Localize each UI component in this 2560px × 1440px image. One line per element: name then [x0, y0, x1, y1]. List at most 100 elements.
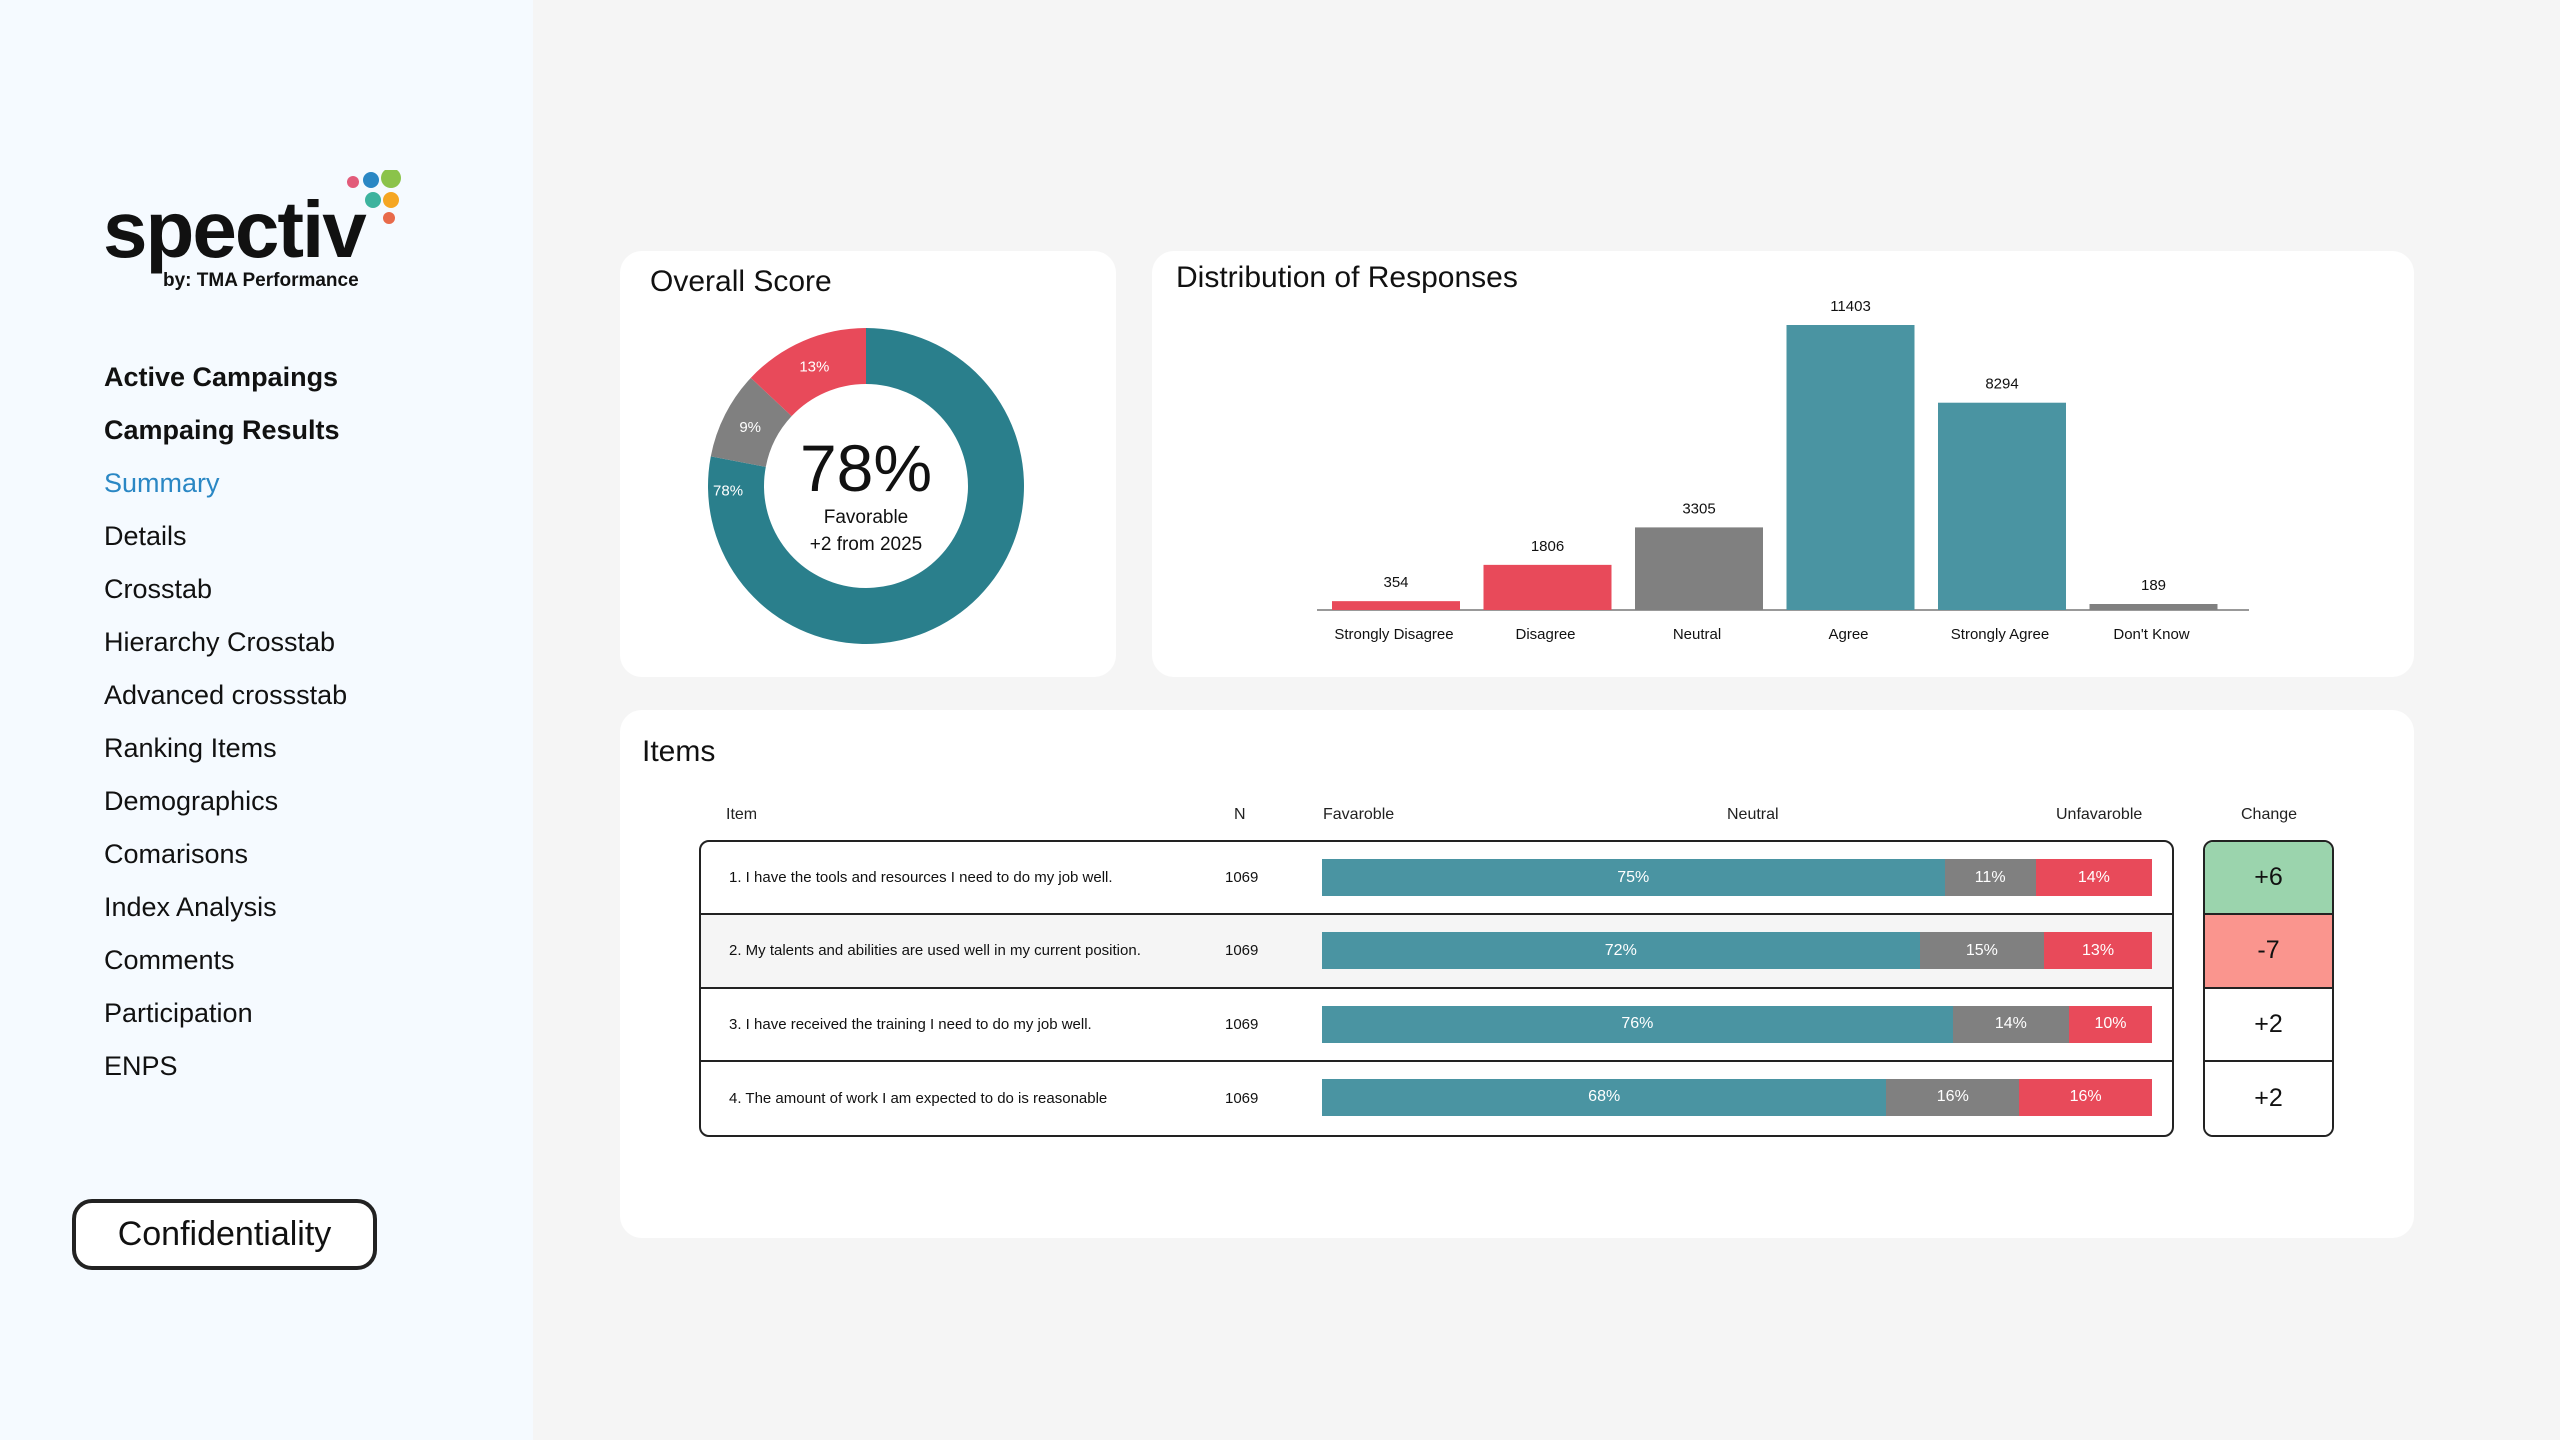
col-head-change: Change — [2241, 806, 2298, 823]
items-card: Items Item N Favaroble Neutral Unfavarob… — [620, 710, 2414, 1238]
change-value: +6 — [2205, 842, 2332, 916]
sidebar-item-index-analysis[interactable]: Index Analysis — [104, 892, 277, 922]
bar — [1635, 527, 1763, 610]
sidebar-nav: Active Campaings Campaing Results Summary D… — [104, 355, 347, 1097]
item-n: 1069 — [1225, 942, 1259, 960]
sidebar-item-enps[interactable]: ENPS — [104, 1051, 178, 1081]
brand-dots-icon — [347, 170, 401, 224]
item-n: 1069 — [1225, 1015, 1259, 1033]
bar-category-label: Don't Know — [2113, 626, 2189, 643]
overall-score-value: 78% — [800, 431, 932, 505]
sidebar-item-ranking-items[interactable]: Ranking Items — [104, 733, 277, 763]
change-value: +2 — [2205, 1061, 2332, 1135]
brand-dot — [365, 192, 381, 208]
sidebar-item-comments[interactable]: Comments — [104, 945, 235, 975]
col-head-n: N — [1234, 806, 1246, 823]
unfavorable-segment: 10% — [2068, 1005, 2152, 1043]
unfavorable-segment: 16% — [2019, 1078, 2152, 1116]
change-column: +6 -7 +2 +2 — [2203, 840, 2334, 1137]
bar-value-label: 8294 — [1985, 376, 2018, 393]
item-question: 1. I have the tools and resources I need… — [729, 869, 1113, 887]
bar-value-label: 3305 — [1682, 500, 1715, 517]
item-question: 2. My talents and abilities are used wel… — [729, 942, 1141, 960]
overall-score-caption: Favorable — [824, 507, 909, 528]
donut-slice — [750, 328, 866, 417]
donut-slice-label: 9% — [739, 419, 761, 436]
col-head-neutral: Neutral — [1727, 806, 1779, 823]
favorable-segment: 76% — [1322, 1005, 1953, 1043]
table-row[interactable]: 1. I have the tools and resources I need… — [701, 842, 2172, 916]
brand-dot — [383, 192, 399, 208]
bar-category-label: Neutral — [1673, 626, 1721, 643]
sidebar: spectiv by: TMA Performance Active Campa… — [0, 0, 533, 1440]
brand-dot — [381, 170, 401, 188]
bar — [1786, 325, 1915, 610]
confidentiality-button[interactable]: Confidentiality — [72, 1199, 377, 1270]
col-head-favorable: Favaroble — [1323, 806, 1395, 823]
sidebar-item-hierarchy-crosstab[interactable]: Hierarchy Crosstab — [104, 627, 336, 657]
sidebar-item-comarisons[interactable]: Comarisons — [104, 839, 249, 869]
favorable-segment: 72% — [1322, 932, 1920, 970]
items-title: Items — [642, 735, 716, 768]
unfavorable-segment: 13% — [2044, 932, 2152, 970]
bar — [1483, 564, 1612, 610]
bar-value-label: 354 — [1383, 574, 1408, 591]
sidebar-item-details[interactable]: Details — [104, 521, 187, 551]
table-row[interactable]: 4. The amount of work I am expected to d… — [701, 1062, 2172, 1135]
neutral-segment: 11% — [1944, 859, 2036, 896]
item-n: 1069 — [1225, 869, 1259, 887]
bar-value-label: 11403 — [1830, 298, 1871, 315]
favorable-segment: 75% — [1322, 859, 1945, 896]
item-stacked-bar: 68% 16% 16% — [1322, 1078, 2152, 1116]
item-question: 4. The amount of work I am expected to d… — [729, 1089, 1108, 1107]
bar-category-label: Agree — [1828, 626, 1868, 643]
sidebar-item-advanced-crossstab[interactable]: Advanced crossstab — [104, 680, 348, 710]
bar-category-label: Disagree — [1515, 626, 1575, 643]
table-row[interactable]: 2. My talents and abilities are used wel… — [701, 915, 2172, 989]
brand-dot — [383, 212, 395, 224]
distribution-bar-chart: 354 Strongly Disagree 1806 Disagree 3305 Neut… — [1317, 298, 2249, 643]
brand-dot — [363, 172, 379, 188]
sidebar-item-crosstab[interactable]: Crosstab — [104, 574, 213, 604]
neutral-segment: 16% — [1886, 1078, 2020, 1116]
donut-slice-label: 78% — [713, 482, 743, 499]
sidebar-item-campaing-results[interactable]: Campaing Results — [104, 415, 340, 445]
bar — [1332, 601, 1460, 610]
neutral-segment: 15% — [1919, 932, 2045, 970]
overall-score-donut: 78%9%13%78%Favorable+2 from 2025 — [708, 328, 1024, 644]
bar — [1938, 402, 2066, 610]
item-stacked-bar: 72% 15% 13% — [1322, 932, 2152, 970]
change-value: +2 — [2205, 988, 2332, 1062]
brand-logo[interactable]: spectiv by: TMA Performance — [103, 170, 433, 300]
bar — [2089, 604, 2218, 610]
bar-value-label: 189 — [2141, 577, 2166, 594]
bar-category-label: Strongly Disagree — [1334, 626, 1453, 643]
sidebar-item-summary[interactable]: Summary — [104, 468, 220, 498]
neutral-segment: 14% — [1952, 1005, 2069, 1043]
sidebar-item-demographics[interactable]: Demographics — [104, 786, 279, 816]
overall-score-delta: +2 from 2025 — [810, 534, 923, 555]
sidebar-item-participation[interactable]: Participation — [104, 998, 253, 1028]
brand-tagline: by: TMA Performance — [163, 270, 359, 291]
bar-category-label: Strongly Agree — [1951, 626, 2049, 643]
col-head-unfavorable: Unfavaroble — [2056, 806, 2143, 823]
col-head-item: Item — [726, 806, 758, 823]
change-value: -7 — [2205, 915, 2332, 989]
unfavorable-segment: 14% — [2035, 859, 2152, 896]
distribution-card: Distribution of Responses 354 Strongly Di… — [1152, 251, 2414, 677]
bar-value-label: 1806 — [1531, 538, 1564, 555]
brand-dot — [347, 176, 359, 188]
donut-slice — [708, 328, 1024, 644]
favorable-segment: 68% — [1322, 1078, 1887, 1116]
overall-score-title: Overall Score — [650, 265, 832, 298]
overall-score-card: Overall Score 78% 9% 13% 78% Favorable +2 fro… — [620, 251, 1116, 677]
item-stacked-bar: 75% 11% 14% — [1322, 859, 2152, 896]
brand-name: spectiv — [103, 185, 367, 274]
donut-slice — [710, 377, 792, 467]
sidebar-item-active-campaings[interactable]: Active Campaings — [104, 362, 339, 392]
distribution-title: Distribution of Responses — [1176, 261, 1518, 294]
donut-slice-label: 13% — [799, 359, 829, 376]
items-table: 1. I have the tools and resources I need… — [699, 840, 2174, 1137]
item-n: 1069 — [1225, 1089, 1259, 1107]
table-row[interactable]: 3. I have received the training I need t… — [701, 989, 2172, 1062]
